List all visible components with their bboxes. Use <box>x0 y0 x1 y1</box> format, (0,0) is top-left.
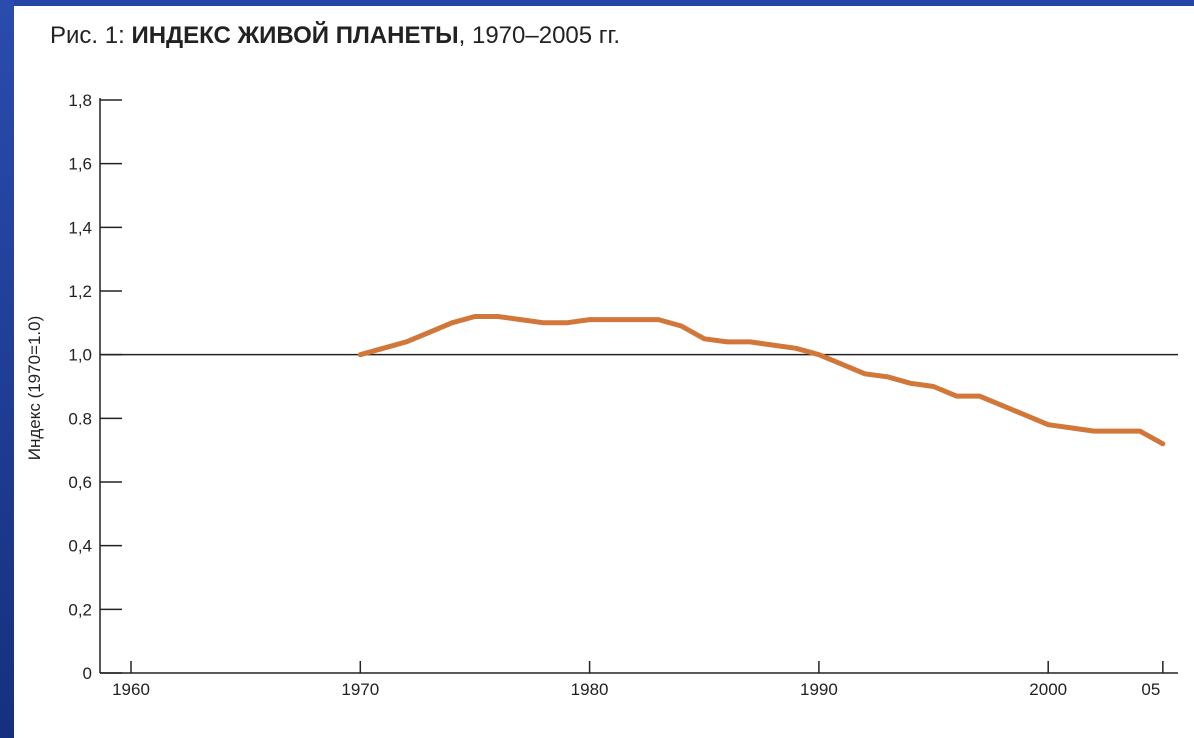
series-line <box>357 314 1166 447</box>
y-tick-label: 0,2 <box>68 600 92 619</box>
title-main: ИНДЕКС ЖИВОЙ ПЛАНЕТЫ <box>131 22 459 49</box>
chart-title: Рис. 1: ИНДЕКС ЖИВОЙ ПЛАНЕТЫ, 1970–2005 … <box>50 22 620 50</box>
y-tick-label: 1,0 <box>68 346 92 365</box>
y-tick-label: 0.8 <box>68 409 92 428</box>
x-tick-label: 1960 <box>112 680 150 699</box>
ticks: 0 0,2 0,4 0,6 0.8 1,0 1,2 1,4 1,6 1,8 1960 1970 1980… <box>68 91 1164 699</box>
axes <box>99 98 1178 674</box>
frame-left <box>0 0 14 738</box>
y-axis-label: Индекс (1970=1.0) <box>25 316 44 461</box>
frame-top <box>0 0 1194 6</box>
x-tick-label: 1990 <box>800 680 838 699</box>
title-prefix: Рис. 1: <box>50 22 132 49</box>
y-tick-label: 0,4 <box>68 537 92 556</box>
y-tick-label: 1,8 <box>68 91 92 110</box>
x-tick-label: 2000 <box>1029 680 1067 699</box>
x-tick-label: 05 <box>1141 680 1160 699</box>
y-tick-label: 1,2 <box>68 282 92 301</box>
x-tick-label: 1970 <box>341 680 379 699</box>
title-suffix: , 1970–2005 гг. <box>458 22 621 49</box>
y-tick-label: 0,6 <box>68 473 92 492</box>
y-tick-label: 1,6 <box>68 155 92 174</box>
y-tick-label: 1,4 <box>68 218 92 237</box>
y-tick-label: 0 <box>83 664 92 683</box>
x-tick-label: 1980 <box>571 680 609 699</box>
chart-panel <box>14 6 1194 738</box>
